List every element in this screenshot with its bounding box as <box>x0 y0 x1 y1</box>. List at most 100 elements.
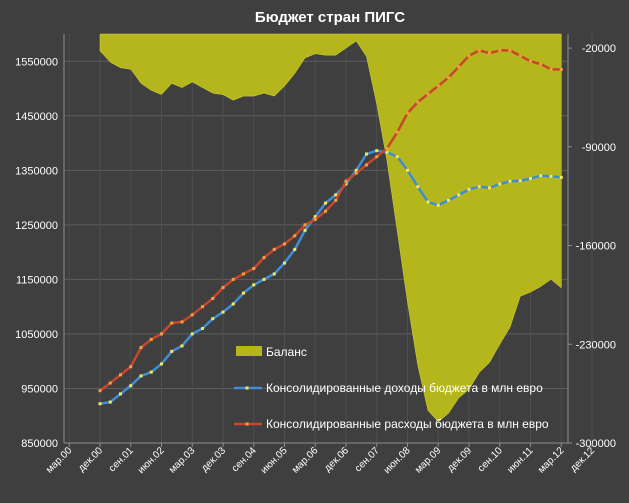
legend-label-expenses: Консолидированные расходы бюджета в млн … <box>266 417 549 431</box>
data-point-expenses <box>477 48 481 52</box>
data-point-expenses <box>559 67 563 71</box>
data-point-expenses <box>406 111 409 115</box>
data-point-income <box>508 179 512 183</box>
data-point-expenses <box>231 277 235 281</box>
data-point-expenses <box>508 48 512 52</box>
data-point-income <box>406 168 409 172</box>
data-point-income <box>160 362 163 366</box>
data-point-expenses <box>211 296 215 300</box>
data-point-income <box>447 198 450 202</box>
y-left-tick-label: 1350000 <box>15 165 58 177</box>
series-line-expenses <box>99 49 562 392</box>
data-point-income <box>293 247 297 251</box>
series-area-balance <box>99 33 562 423</box>
y-left-tick-label: 1050000 <box>15 329 58 341</box>
data-point-income <box>139 374 143 378</box>
data-point-income <box>488 186 491 190</box>
y-right-tick-label: -20000 <box>582 43 616 55</box>
data-point-expenses <box>416 100 420 104</box>
data-point-income <box>518 179 522 183</box>
data-point-expenses <box>293 234 297 238</box>
data-point-expenses <box>498 48 502 52</box>
data-point-expenses <box>303 223 307 227</box>
data-point-expenses <box>108 381 112 385</box>
data-point-income <box>539 174 543 178</box>
data-point-income <box>498 182 502 186</box>
data-point-income <box>303 228 307 232</box>
data-point-expenses <box>139 346 143 350</box>
data-point-income <box>149 370 153 374</box>
data-point-income <box>313 215 317 219</box>
plot-area <box>98 33 563 423</box>
data-point-income <box>180 344 184 348</box>
data-point-expenses <box>313 217 317 221</box>
data-point-expenses <box>149 337 153 341</box>
y-left-tick-label: 850000 <box>21 438 58 450</box>
data-point-income <box>529 177 532 181</box>
data-point-income <box>549 174 553 178</box>
data-point-income <box>375 149 379 153</box>
data-point-income <box>221 310 225 314</box>
data-point-income <box>190 332 194 336</box>
data-point-expenses <box>221 286 225 290</box>
data-point-income <box>252 283 256 287</box>
y-right-tick-label: -90000 <box>582 142 616 154</box>
data-point-income <box>436 203 440 207</box>
data-point-expenses <box>488 51 491 55</box>
data-point-income <box>242 291 245 295</box>
legend-label-income: Консолидированные доходы бюджета в млн е… <box>266 381 543 395</box>
data-point-expenses <box>262 256 266 260</box>
data-point-expenses <box>160 332 163 336</box>
data-point-income <box>354 168 358 172</box>
data-point-income <box>334 193 338 197</box>
legend-marker-expenses <box>245 422 249 426</box>
data-point-expenses <box>252 266 256 270</box>
data-point-expenses <box>447 76 450 80</box>
data-point-income <box>457 193 461 197</box>
data-point-expenses <box>98 389 102 393</box>
data-point-income <box>559 175 563 179</box>
data-point-income <box>98 402 102 406</box>
data-point-expenses <box>426 92 430 96</box>
data-point-income <box>119 392 122 396</box>
y-left-tick-label: 950000 <box>21 383 58 395</box>
legend-marker-income <box>245 386 249 390</box>
data-point-income <box>395 155 399 159</box>
data-point-expenses <box>119 373 122 377</box>
data-point-expenses <box>436 84 440 88</box>
data-point-expenses <box>529 59 532 63</box>
data-point-expenses <box>170 321 174 325</box>
data-point-expenses <box>539 62 543 66</box>
data-point-income <box>324 201 327 205</box>
data-point-income <box>344 182 348 186</box>
data-point-income <box>129 384 133 388</box>
data-point-expenses <box>283 242 286 246</box>
data-point-income <box>467 187 471 191</box>
data-point-expenses <box>467 54 471 58</box>
y-left-tick-label: 1550000 <box>15 56 58 68</box>
legend-label-balance: Баланс <box>266 345 307 359</box>
data-point-expenses <box>344 179 348 183</box>
series-line-income <box>99 149 562 405</box>
data-point-income <box>385 150 389 154</box>
data-point-expenses <box>385 147 389 151</box>
data-point-income <box>170 349 174 353</box>
data-point-expenses <box>272 247 276 251</box>
data-point-expenses <box>375 155 379 159</box>
data-point-expenses <box>457 65 461 69</box>
data-point-income <box>108 400 112 404</box>
y-left-tick-label: 1250000 <box>15 220 58 232</box>
legend: Баланс Консолидированные доходы бюджета … <box>234 345 549 431</box>
data-point-income <box>365 152 368 156</box>
data-point-expenses <box>201 305 204 309</box>
y-left-tick-label: 1150000 <box>16 274 58 286</box>
y-right-tick-label: -160000 <box>576 241 616 253</box>
data-point-expenses <box>518 54 522 58</box>
data-point-income <box>211 317 215 321</box>
data-point-expenses <box>242 272 245 276</box>
chart-title: Бюджет стран ПИГС <box>255 9 405 26</box>
data-point-expenses <box>395 130 399 134</box>
data-point-expenses <box>324 209 327 213</box>
y-right-tick-label: -300000 <box>576 438 616 450</box>
